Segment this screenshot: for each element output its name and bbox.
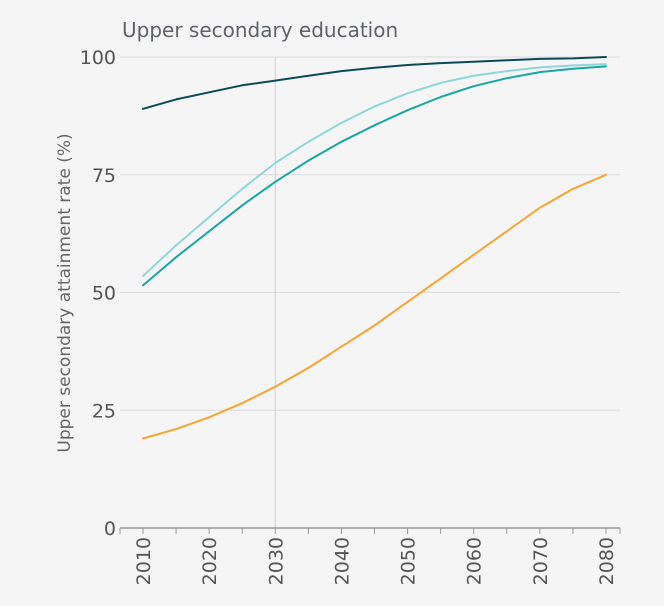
- y-tick-label-75: 75: [92, 165, 116, 187]
- series-line-4: [142, 173, 607, 440]
- x-tick-label-2010: 2010: [133, 537, 155, 585]
- y-tick-label-0: 0: [104, 518, 116, 540]
- y-tick-label-50: 50: [92, 283, 116, 305]
- y-tick-label-100: 100: [80, 47, 116, 69]
- x-tick-label-2040: 2040: [331, 537, 353, 585]
- y-axis-label: Upper secondary attainment rate (%): [55, 133, 75, 452]
- y-tick-labels: 0 25 50 75 100: [80, 47, 116, 540]
- y-tick-label-25: 25: [92, 400, 116, 422]
- x-tick-label-2020: 2020: [199, 537, 221, 585]
- chart-title: Upper secondary education: [122, 18, 398, 42]
- gridlines: [120, 56, 620, 528]
- axes: [119, 527, 621, 534]
- series-line-1: [142, 56, 607, 110]
- series-line-3: [142, 65, 607, 287]
- x-tick-label-2080: 2080: [596, 537, 618, 585]
- x-tick-label-2050: 2050: [398, 537, 420, 585]
- x-tick-labels: 2010 2020 2030 2040 2050 2060 2070 2080: [133, 537, 618, 585]
- x-tick-label-2060: 2060: [464, 537, 486, 585]
- series-lines: [142, 56, 607, 440]
- x-tick-label-2070: 2070: [530, 537, 552, 585]
- series-line-2: [142, 63, 607, 277]
- x-tick-label-2030: 2030: [265, 537, 287, 585]
